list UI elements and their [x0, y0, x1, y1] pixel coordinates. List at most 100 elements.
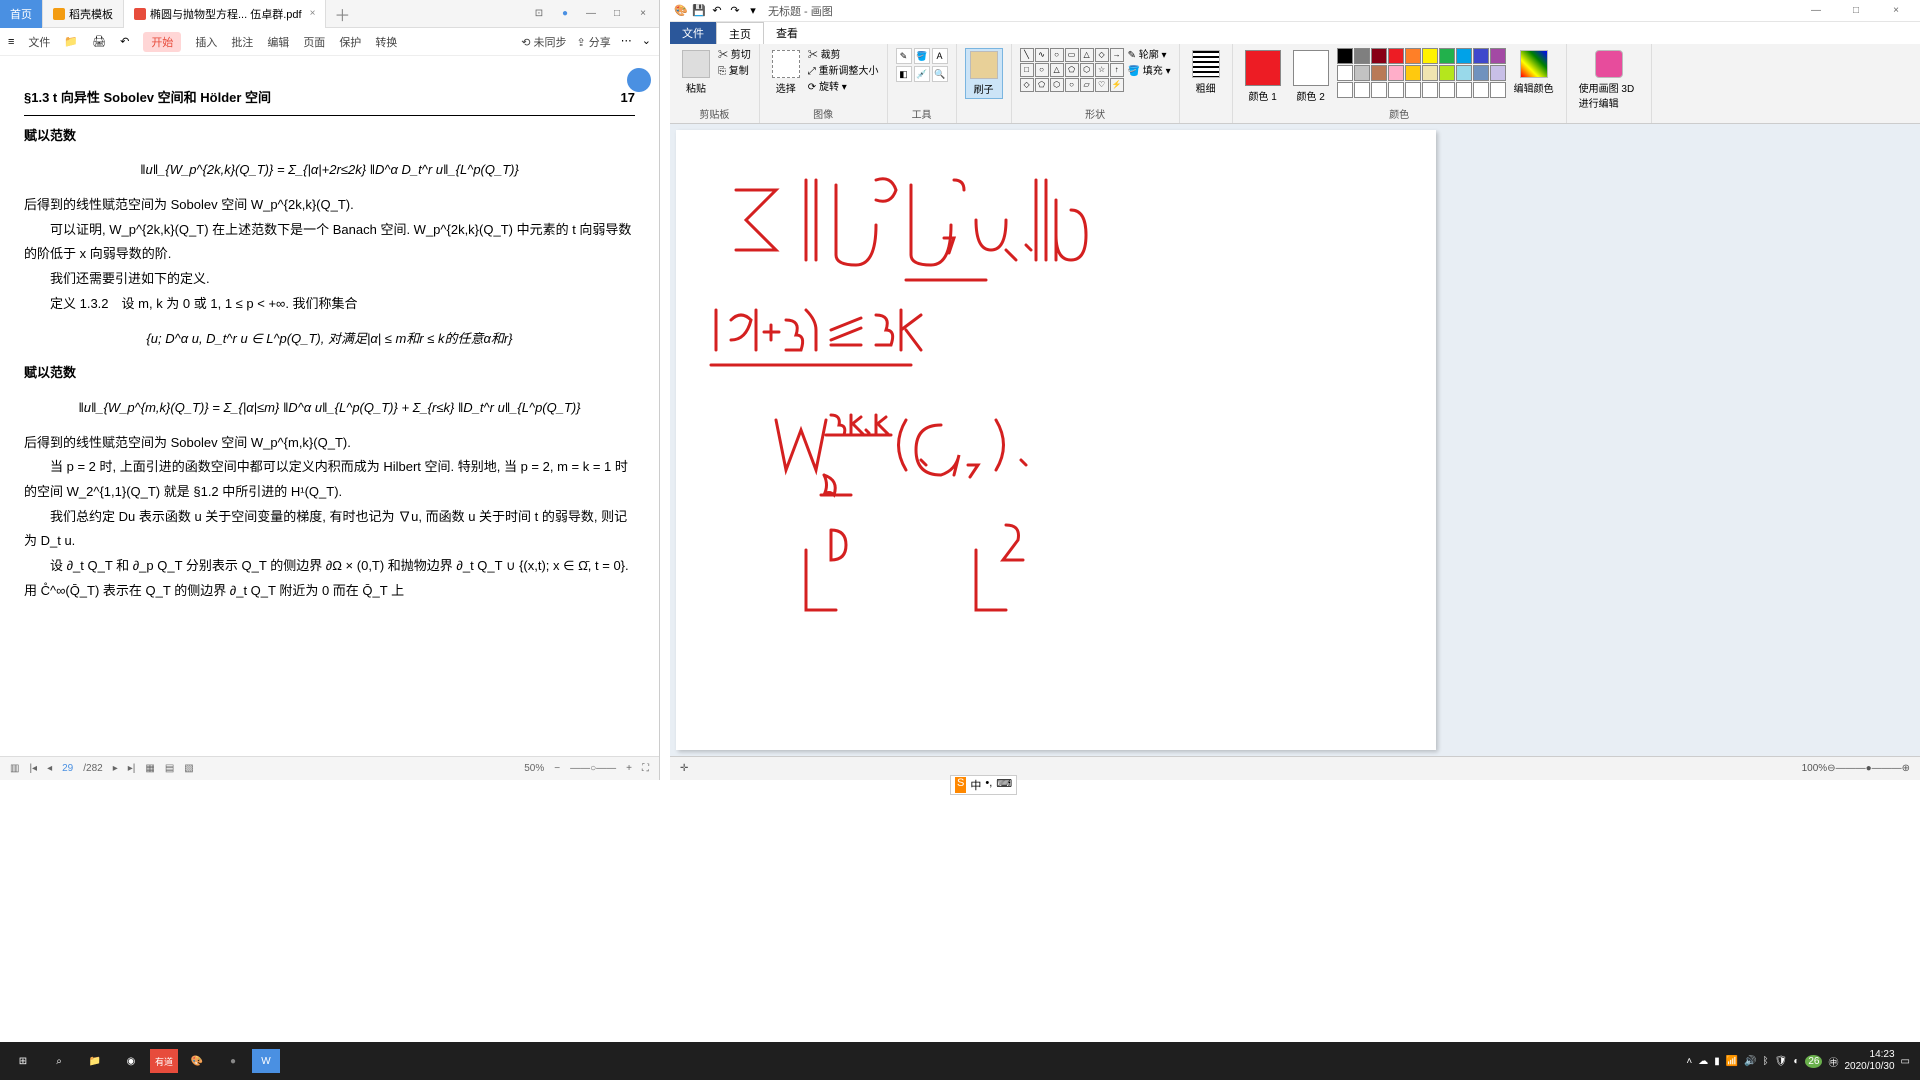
volume-icon[interactable]: 🔊: [1744, 1056, 1756, 1067]
wps-icon[interactable]: W: [252, 1049, 280, 1073]
ime-keyboard-icon[interactable]: ⌨: [996, 777, 1012, 793]
maximize-button[interactable]: □: [605, 4, 629, 24]
close-button[interactable]: ×: [631, 4, 655, 24]
menu-start[interactable]: 开始: [143, 32, 181, 52]
ime-toolbar[interactable]: S 中 •, ⌨: [950, 775, 1017, 795]
tab-pdf-file[interactable]: 椭圆与抛物型方程... 伍卓群.pdf×: [124, 0, 326, 28]
shape-outline-button[interactable]: ✎ 轮廓 ▾: [1128, 48, 1171, 64]
menu-convert[interactable]: 转换: [375, 34, 397, 50]
thickness-button[interactable]: 粗细: [1188, 48, 1224, 97]
select-button[interactable]: 选择: [768, 48, 804, 97]
ime-tray-icon[interactable]: ㊥: [1828, 1054, 1838, 1069]
menu-insert[interactable]: 插入: [195, 34, 217, 50]
color-swatch[interactable]: [1490, 65, 1506, 81]
color2-button[interactable]: 颜色 2: [1289, 48, 1333, 105]
paint-close-button[interactable]: ×: [1876, 0, 1916, 22]
ribbon-tab-view[interactable]: 查看: [764, 22, 810, 44]
edit-colors-button[interactable]: 编辑颜色: [1510, 48, 1558, 97]
custom-swatch[interactable]: [1388, 82, 1404, 98]
menu-edit[interactable]: 编辑: [267, 34, 289, 50]
color-swatch[interactable]: [1405, 48, 1421, 64]
minimize-button[interactable]: —: [579, 4, 603, 24]
notifications-icon[interactable]: ▭: [1901, 1056, 1910, 1067]
custom-swatch[interactable]: [1371, 82, 1387, 98]
color-swatch[interactable]: [1371, 65, 1387, 81]
close-tab-icon[interactable]: ×: [310, 8, 316, 19]
save-icon[interactable]: 💾: [692, 4, 706, 18]
ribbon-tab-home[interactable]: 主页: [716, 22, 764, 44]
color-swatch[interactable]: [1405, 65, 1421, 81]
menu-annotate[interactable]: 批注: [231, 34, 253, 50]
custom-swatch[interactable]: [1422, 82, 1438, 98]
custom-swatch[interactable]: [1354, 82, 1370, 98]
shape-fill-button[interactable]: 🪣 填充 ▾: [1128, 64, 1171, 80]
bluetooth-icon[interactable]: ᛒ: [1763, 1056, 1769, 1067]
temp-badge[interactable]: 26: [1805, 1055, 1822, 1068]
chrome-icon[interactable]: ◉: [114, 1046, 148, 1076]
redo-icon[interactable]: ↷: [728, 4, 742, 18]
onedrive-icon[interactable]: ☁: [1698, 1056, 1708, 1067]
paint-taskbar-icon[interactable]: 🎨: [180, 1046, 214, 1076]
resize-button[interactable]: ⤢ 重新调整大小: [808, 64, 879, 80]
color-swatch[interactable]: [1473, 48, 1489, 64]
paste-button[interactable]: 粘贴: [678, 48, 714, 97]
menu-share[interactable]: ⇪ 分享: [577, 34, 611, 50]
first-page-icon[interactable]: |◂: [29, 763, 37, 774]
clock[interactable]: 14:23 2020/10/30: [1844, 1049, 1894, 1073]
fullscreen-icon[interactable]: ⛶: [642, 763, 649, 774]
copy-button[interactable]: ⎘ 复制: [718, 64, 751, 80]
fill-tool[interactable]: 🪣: [914, 48, 930, 64]
prev-page-icon[interactable]: ◂: [47, 763, 52, 774]
shapes-grid[interactable]: ╲∿○▭△◇→ □○△⬠⬡☆↑ ◇⬠⬡○▱♡⚡: [1020, 48, 1124, 92]
last-page-icon[interactable]: ▸|: [128, 763, 136, 774]
color-swatch[interactable]: [1456, 65, 1472, 81]
zoom-tool[interactable]: 🔍: [932, 66, 948, 82]
rotate-button[interactable]: ⟳ 旋转 ▾: [808, 80, 879, 96]
next-page-icon[interactable]: ▸: [113, 763, 118, 774]
pencil-tool[interactable]: ✎: [896, 48, 912, 64]
paint-maximize-button[interactable]: □: [1836, 0, 1876, 22]
paint-minimize-button[interactable]: —: [1796, 0, 1836, 22]
custom-swatch[interactable]: [1337, 82, 1353, 98]
brushes-button[interactable]: 刷子: [965, 48, 1003, 99]
color-swatch[interactable]: [1473, 65, 1489, 81]
tab-template[interactable]: 稻壳模板: [43, 0, 124, 28]
custom-swatch[interactable]: [1473, 82, 1489, 98]
canvas[interactable]: [676, 130, 1436, 750]
color-swatch[interactable]: [1354, 48, 1370, 64]
zoom-slider[interactable]: ——○——: [570, 763, 616, 774]
color-swatch[interactable]: [1439, 65, 1455, 81]
undo-icon[interactable]: ↶: [710, 4, 724, 18]
hamburger-icon[interactable]: ≡: [8, 36, 14, 48]
menu-more-icon[interactable]: ⋯: [621, 34, 632, 50]
new-tab-button[interactable]: ＋: [326, 2, 358, 26]
custom-swatch[interactable]: [1490, 82, 1506, 98]
color-swatch[interactable]: [1490, 48, 1506, 64]
qat-dropdown-icon[interactable]: ▾: [746, 4, 760, 18]
color-swatch[interactable]: [1337, 65, 1353, 81]
menu-protect[interactable]: 保护: [339, 34, 361, 50]
user-icon[interactable]: ●: [553, 4, 577, 24]
picker-tool[interactable]: 💉: [914, 66, 930, 82]
tab-home[interactable]: 首页: [0, 0, 43, 28]
menu-file[interactable]: 文件: [28, 34, 50, 50]
zoom-out-icon[interactable]: −: [554, 763, 560, 774]
text-tool[interactable]: A: [932, 48, 948, 64]
tray-expand-icon[interactable]: ˄: [1686, 1056, 1692, 1067]
custom-swatch[interactable]: [1405, 82, 1421, 98]
view-mode-1-icon[interactable]: ▦: [145, 763, 154, 774]
network-icon[interactable]: 📶: [1726, 1056, 1738, 1067]
view-mode-2-icon[interactable]: ▤: [165, 763, 174, 774]
toolbar-open-icon[interactable]: 📁: [64, 35, 78, 48]
youdao-icon[interactable]: 有道: [150, 1049, 178, 1073]
page-current[interactable]: 29: [62, 763, 73, 774]
paint-zoom-out-icon[interactable]: ⊖: [1827, 763, 1835, 774]
view-mode-3-icon[interactable]: ▧: [184, 763, 193, 774]
paint-zoom-slider[interactable]: ———●———: [1836, 763, 1902, 774]
color-swatch[interactable]: [1371, 48, 1387, 64]
app-icon-1[interactable]: ●: [216, 1046, 250, 1076]
color-swatch[interactable]: [1422, 48, 1438, 64]
menu-sync[interactable]: ⟲ 未同步: [521, 34, 566, 50]
color-swatch[interactable]: [1388, 65, 1404, 81]
menu-collapse-icon[interactable]: ⌄: [642, 34, 651, 50]
